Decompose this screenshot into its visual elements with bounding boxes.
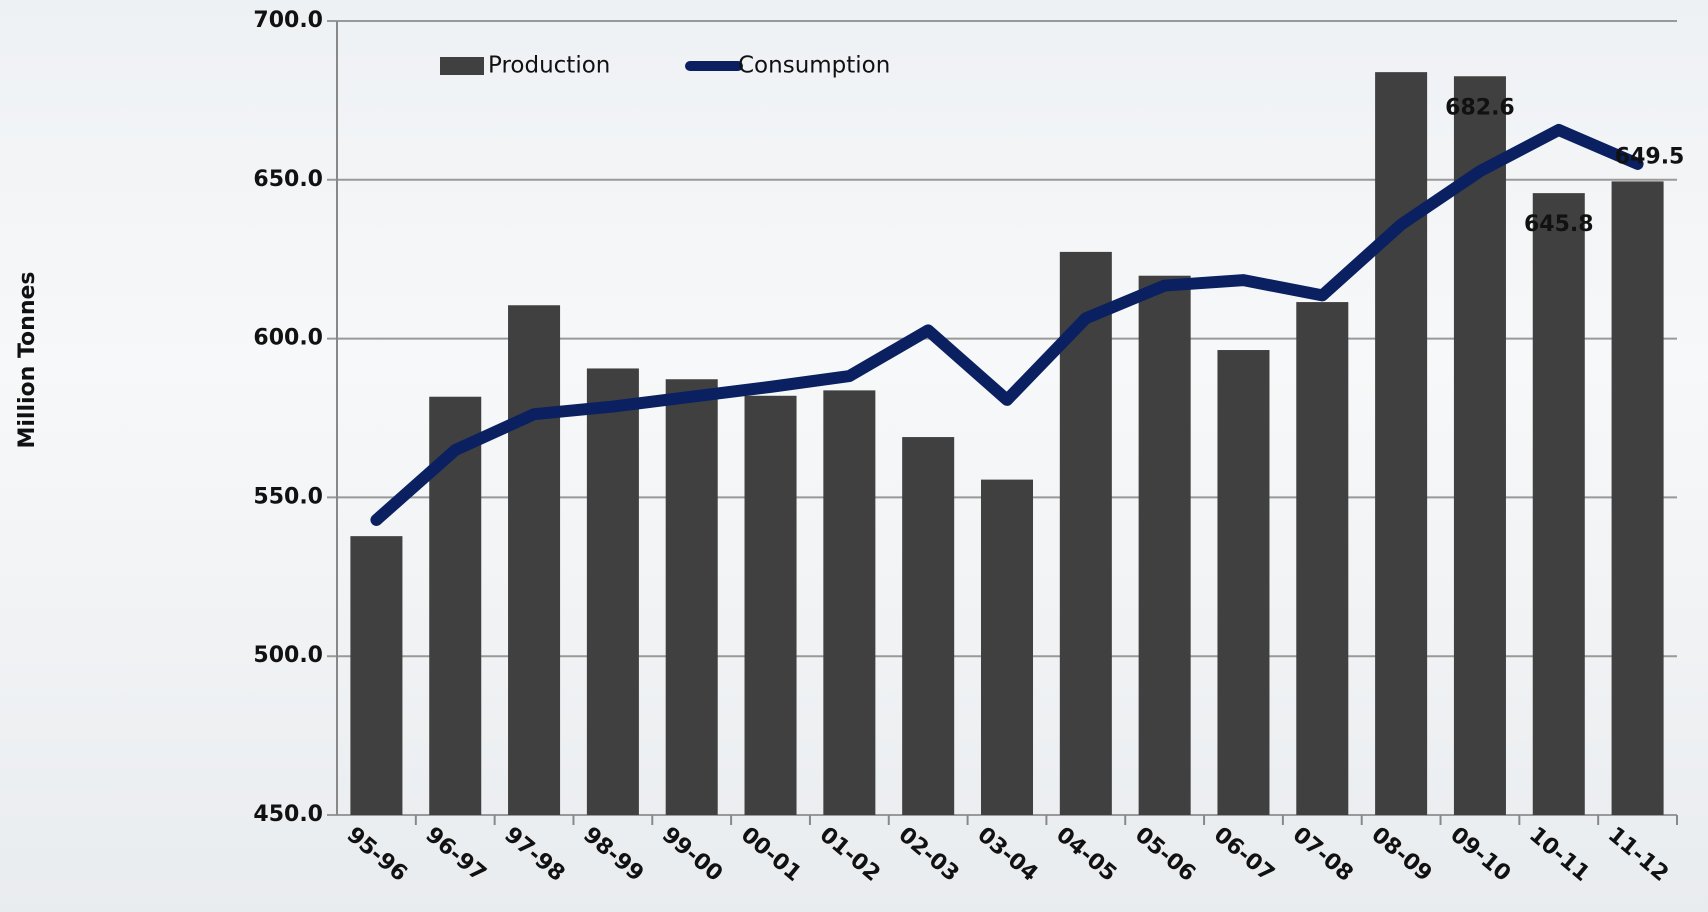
x-tick-label: 11-12 xyxy=(1603,822,1673,886)
legend-label: Production xyxy=(488,53,610,79)
bar xyxy=(350,536,403,815)
x-tick-label: 08-09 xyxy=(1366,822,1436,886)
x-tick-label: 98-99 xyxy=(578,822,648,886)
bar xyxy=(1059,251,1112,815)
bar xyxy=(1138,275,1191,815)
value-label: 649.5 xyxy=(1615,144,1685,169)
x-tick-label: 09-10 xyxy=(1445,822,1515,886)
x-tick-label: 96-97 xyxy=(421,822,491,886)
y-tick-label: 450.0 xyxy=(253,802,323,827)
bar xyxy=(980,479,1034,815)
y-tick-label: 500.0 xyxy=(253,643,323,668)
x-tick-label: 01-02 xyxy=(815,822,885,886)
y-tick-label: 550.0 xyxy=(253,484,323,509)
x-tick-label: 05-06 xyxy=(1130,822,1200,886)
x-tick-label: 04-05 xyxy=(1051,822,1121,886)
bar xyxy=(1217,350,1270,815)
bar xyxy=(508,305,561,815)
x-tick-label: 97-98 xyxy=(499,822,569,886)
x-tick-label: 99-00 xyxy=(657,822,727,886)
bar xyxy=(1532,193,1585,815)
bar xyxy=(902,437,955,815)
bar xyxy=(1611,181,1664,815)
bar xyxy=(1453,76,1506,816)
legend-swatch xyxy=(440,57,484,75)
x-tick-label: 95-96 xyxy=(342,822,412,886)
value-label: 645.8 xyxy=(1524,212,1594,237)
bar xyxy=(744,395,797,815)
x-tick-label: 10-11 xyxy=(1524,822,1594,886)
bar xyxy=(1296,302,1349,815)
x-tick-label: 00-01 xyxy=(736,822,806,886)
value-label: 682.6 xyxy=(1445,95,1515,120)
x-tick-label: 06-07 xyxy=(1209,822,1279,886)
y-tick-label: 700.0 xyxy=(253,8,323,33)
x-tick-label: 03-04 xyxy=(972,822,1042,886)
legend-label: Consumption xyxy=(738,53,890,79)
x-tick-label: 07-08 xyxy=(1288,822,1358,886)
y-axis-title: Million Tonnes xyxy=(15,271,40,448)
y-tick-label: 600.0 xyxy=(253,326,323,351)
bar xyxy=(1375,72,1428,815)
line xyxy=(370,123,1644,526)
y-tick-label: 650.0 xyxy=(253,167,323,192)
bar xyxy=(586,368,639,815)
bar xyxy=(823,390,876,815)
x-tick-label: 02-03 xyxy=(894,822,964,886)
bar xyxy=(665,379,718,815)
